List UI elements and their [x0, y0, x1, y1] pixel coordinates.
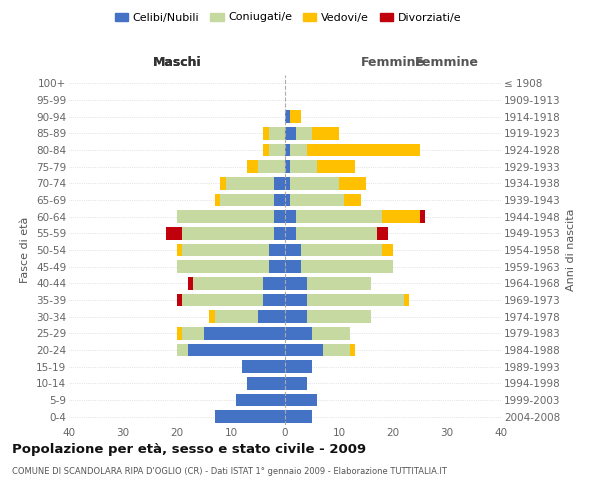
Bar	[285, 244, 301, 256]
Bar	[269, 144, 285, 156]
Bar	[290, 194, 344, 206]
Text: Popolazione per età, sesso e stato civile - 2009: Popolazione per età, sesso e stato civil…	[12, 442, 366, 456]
Bar	[420, 210, 425, 223]
Bar	[285, 394, 317, 406]
Bar	[285, 410, 312, 423]
Text: Maschi: Maschi	[152, 56, 202, 69]
Bar	[285, 260, 301, 273]
Bar	[307, 144, 420, 156]
Text: Femmine: Femmine	[415, 56, 479, 69]
Bar	[274, 227, 285, 239]
Bar	[377, 227, 388, 239]
Bar	[177, 327, 182, 340]
Bar	[307, 310, 371, 323]
Text: Maschi: Maschi	[152, 56, 202, 69]
Bar	[382, 210, 420, 223]
Bar	[317, 160, 355, 173]
Bar	[382, 244, 393, 256]
Bar	[301, 244, 382, 256]
Text: COMUNE DI SCANDOLARA RIPA D'OGLIO (CR) - Dati ISTAT 1° gennaio 2009 - Elaborazio: COMUNE DI SCANDOLARA RIPA D'OGLIO (CR) -…	[12, 468, 447, 476]
Bar	[263, 277, 285, 289]
Bar	[177, 260, 269, 273]
Bar	[182, 227, 274, 239]
Bar	[177, 210, 274, 223]
Bar	[285, 227, 296, 239]
Bar	[177, 294, 182, 306]
Bar	[290, 144, 307, 156]
Bar	[285, 310, 307, 323]
Bar	[204, 327, 285, 340]
Bar	[182, 327, 204, 340]
Bar	[215, 310, 258, 323]
Y-axis label: Fasce di età: Fasce di età	[20, 217, 31, 283]
Bar	[285, 294, 307, 306]
Bar	[285, 110, 290, 123]
Bar	[344, 194, 361, 206]
Bar	[226, 177, 274, 190]
Bar	[263, 294, 285, 306]
Bar	[263, 144, 269, 156]
Bar	[242, 360, 285, 373]
Bar	[193, 277, 263, 289]
Bar	[323, 344, 350, 356]
Bar	[285, 127, 296, 140]
Bar	[220, 177, 226, 190]
Bar	[247, 160, 258, 173]
Bar	[285, 177, 290, 190]
Bar	[339, 177, 366, 190]
Bar	[404, 294, 409, 306]
Bar	[301, 260, 393, 273]
Bar	[220, 194, 274, 206]
Bar	[296, 127, 312, 140]
Text: Femmine: Femmine	[361, 56, 425, 69]
Bar	[215, 194, 220, 206]
Bar	[350, 344, 355, 356]
Bar	[274, 210, 285, 223]
Bar	[188, 344, 285, 356]
Bar	[247, 377, 285, 390]
Bar	[177, 344, 188, 356]
Bar	[258, 310, 285, 323]
Bar	[188, 277, 193, 289]
Bar	[274, 194, 285, 206]
Bar	[307, 277, 371, 289]
Bar	[258, 160, 285, 173]
Bar	[263, 127, 269, 140]
Bar	[269, 260, 285, 273]
Bar	[236, 394, 285, 406]
Y-axis label: Anni di nascita: Anni di nascita	[566, 208, 576, 291]
Bar	[166, 227, 182, 239]
Bar	[307, 294, 404, 306]
Bar	[312, 327, 350, 340]
Bar	[290, 160, 317, 173]
Bar	[285, 210, 296, 223]
Legend: Celibi/Nubili, Coniugati/e, Vedovi/e, Divorziati/e: Celibi/Nubili, Coniugati/e, Vedovi/e, Di…	[110, 8, 466, 27]
Bar	[182, 294, 263, 306]
Bar	[296, 227, 377, 239]
Bar	[269, 244, 285, 256]
Bar	[312, 127, 339, 140]
Bar	[285, 344, 323, 356]
Bar	[285, 377, 307, 390]
Bar	[285, 360, 312, 373]
Bar	[290, 177, 339, 190]
Bar	[285, 194, 290, 206]
Bar	[285, 160, 290, 173]
Bar	[215, 410, 285, 423]
Bar	[269, 127, 285, 140]
Bar	[177, 244, 182, 256]
Bar	[274, 177, 285, 190]
Bar	[285, 327, 312, 340]
Bar	[285, 277, 307, 289]
Bar	[182, 244, 269, 256]
Bar	[209, 310, 215, 323]
Bar	[296, 210, 382, 223]
Bar	[285, 144, 290, 156]
Bar	[290, 110, 301, 123]
